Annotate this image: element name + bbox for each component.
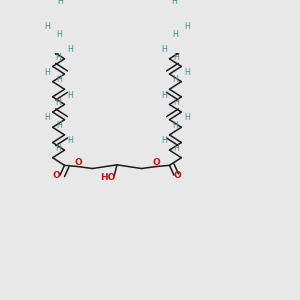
Text: H: H xyxy=(161,91,167,100)
Text: O: O xyxy=(152,158,160,167)
Text: H: H xyxy=(67,91,73,100)
Text: H: H xyxy=(184,68,190,77)
Text: H: H xyxy=(171,0,177,6)
Text: H: H xyxy=(56,30,62,39)
Text: H: H xyxy=(173,98,179,107)
Text: H: H xyxy=(161,45,167,54)
Text: O: O xyxy=(52,171,60,180)
Text: H: H xyxy=(172,121,178,130)
Text: H: H xyxy=(55,52,61,62)
Text: O: O xyxy=(174,171,182,180)
Text: H: H xyxy=(184,22,190,31)
Text: H: H xyxy=(184,113,190,122)
Text: H: H xyxy=(161,136,167,145)
Text: H: H xyxy=(172,30,178,39)
Text: H: H xyxy=(172,75,178,84)
Text: HO: HO xyxy=(100,173,115,182)
Text: H: H xyxy=(55,98,61,107)
Text: H: H xyxy=(67,45,73,54)
Text: H: H xyxy=(44,22,50,31)
Text: H: H xyxy=(56,121,62,130)
Text: H: H xyxy=(57,0,63,6)
Text: H: H xyxy=(55,144,61,153)
Text: H: H xyxy=(44,113,50,122)
Text: H: H xyxy=(173,144,179,153)
Text: H: H xyxy=(67,136,73,145)
Text: H: H xyxy=(56,75,62,84)
Text: H: H xyxy=(44,68,50,77)
Text: O: O xyxy=(74,158,82,167)
Text: H: H xyxy=(173,52,179,62)
